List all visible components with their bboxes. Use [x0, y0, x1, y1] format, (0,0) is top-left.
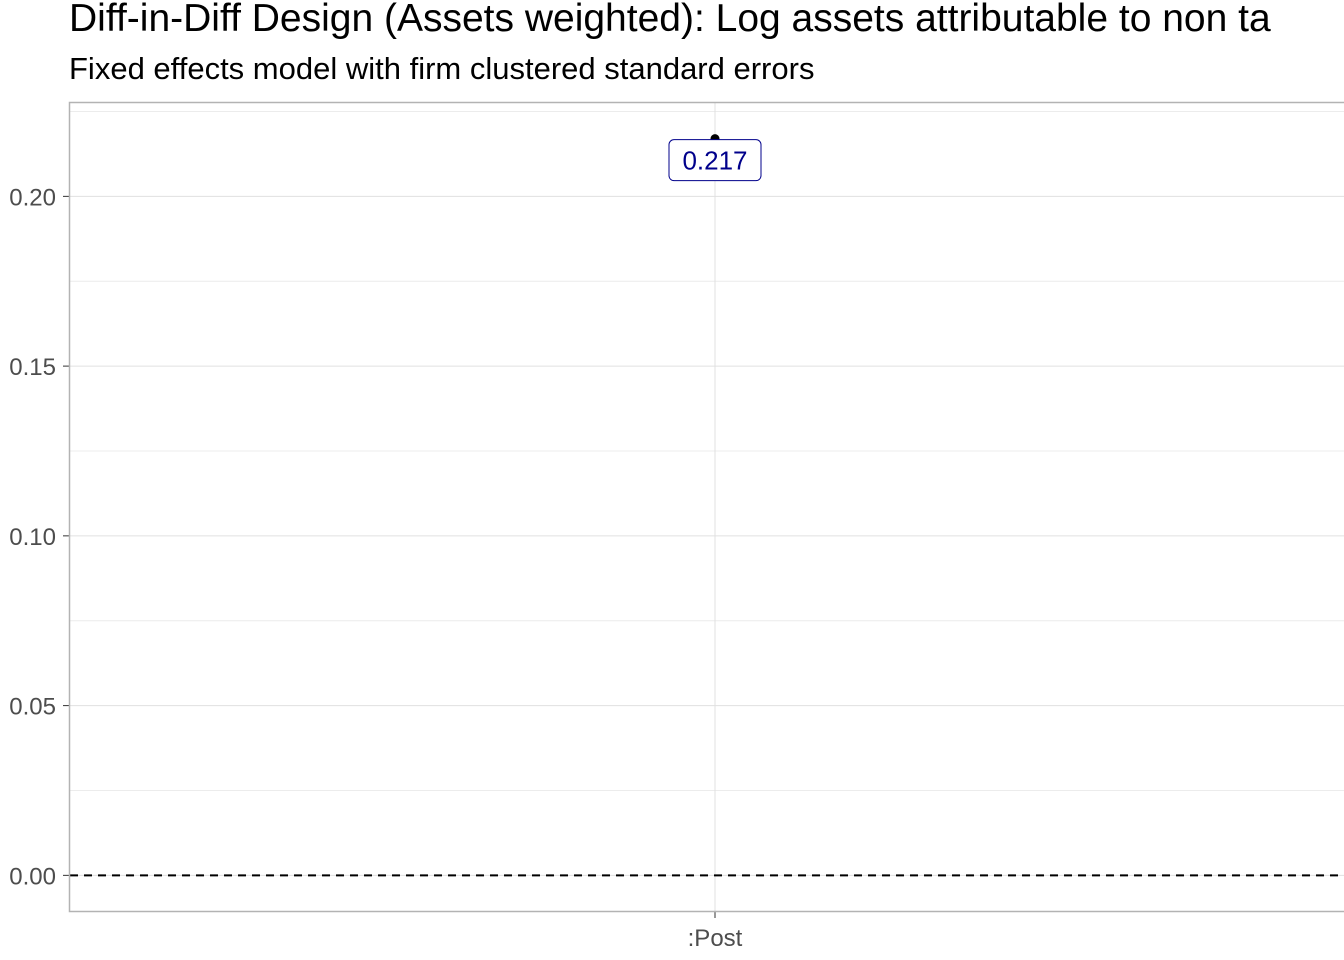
- chart-subtitle: Fixed effects model with firm clustered …: [69, 51, 814, 86]
- y-tick-label: 0.10: [9, 524, 56, 551]
- grid-layer: [70, 103, 1344, 911]
- panel-border: [68, 101, 1344, 913]
- marks-layer: 0.217: [668, 134, 762, 182]
- data-label-text: 0.217: [682, 146, 747, 176]
- x-tick-label: :Post: [688, 925, 743, 952]
- y-tick-label: 0.05: [9, 694, 56, 721]
- y-tick-label: 0.15: [9, 354, 56, 381]
- chart-title: Diff-in-Diff Design (Assets weighted): L…: [69, 0, 1271, 40]
- y-tick-label: 0.20: [9, 184, 56, 211]
- axis-layer: 0.00 0.05 0.10 0.15 0.20 :Post: [9, 184, 742, 952]
- data-label: 0.217: [668, 139, 762, 182]
- data-label-box: [668, 139, 762, 182]
- y-tick-label: 0.00: [9, 863, 56, 890]
